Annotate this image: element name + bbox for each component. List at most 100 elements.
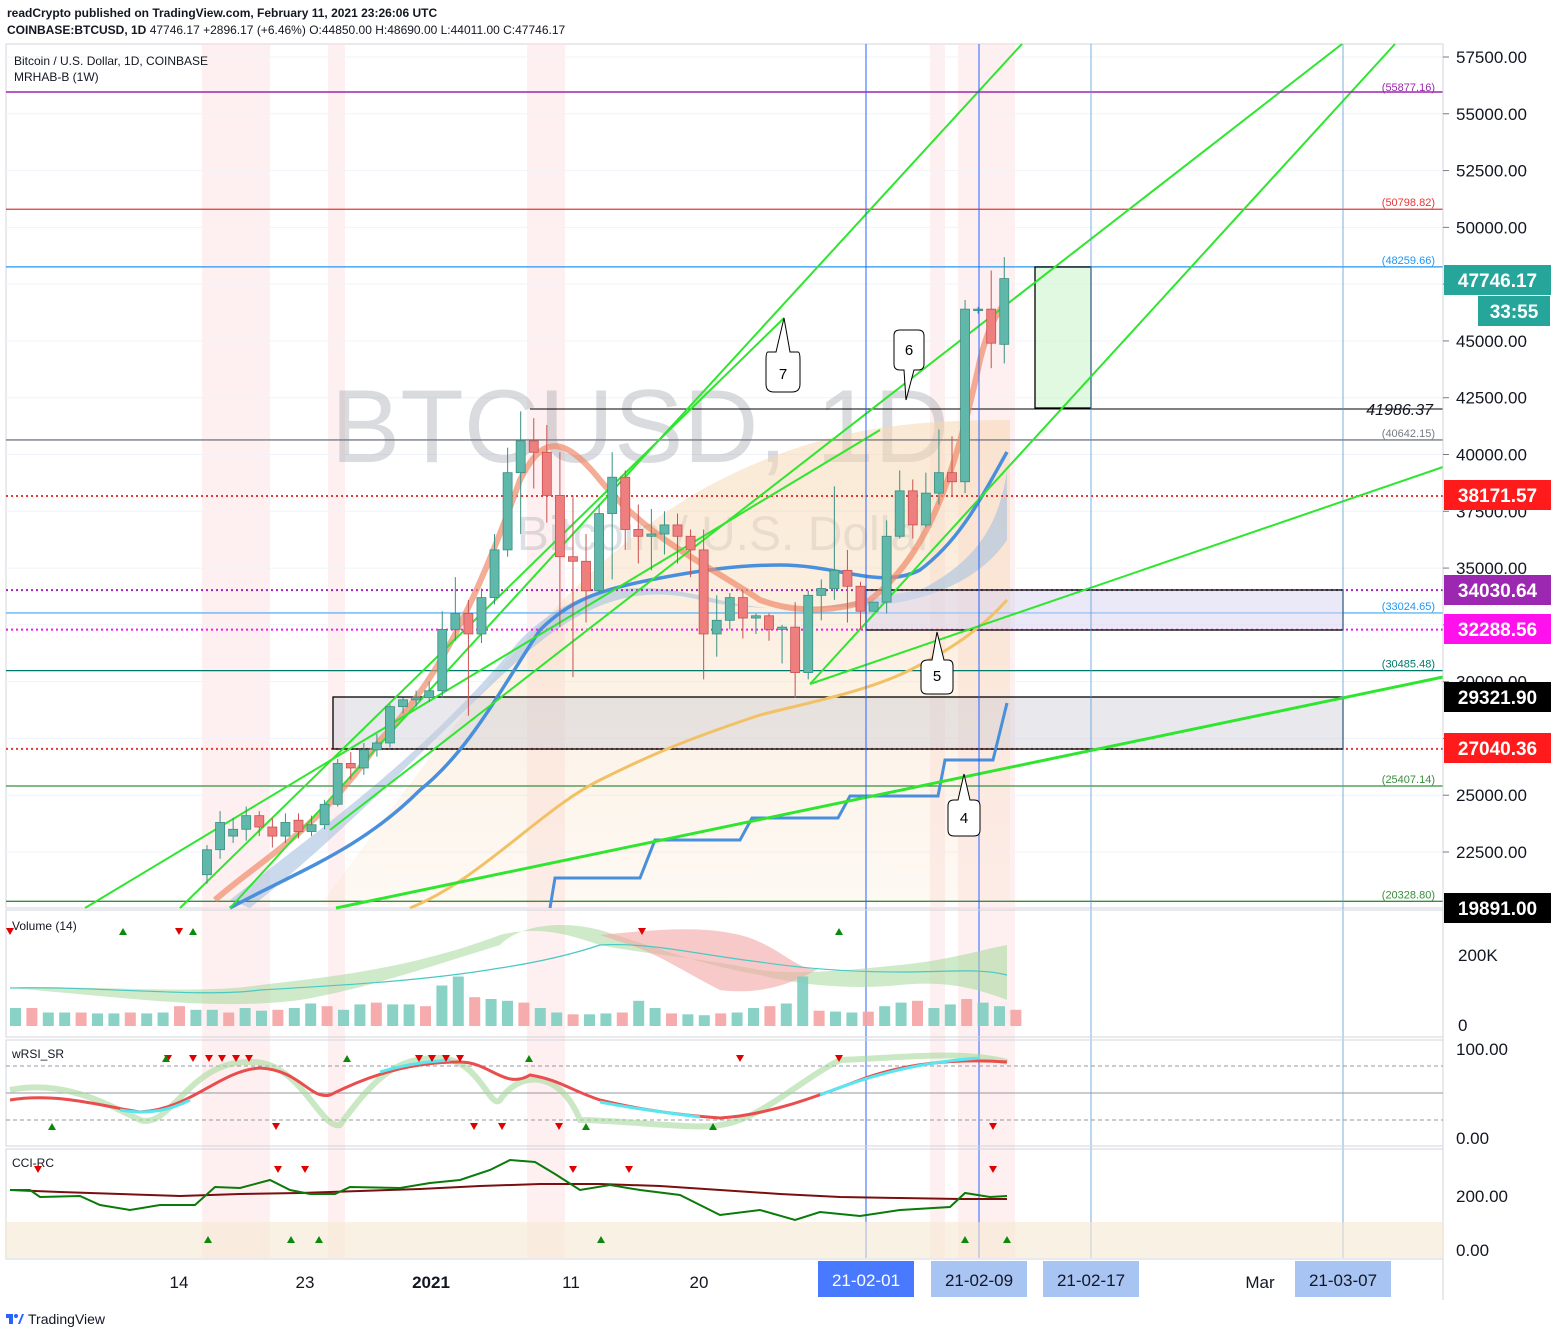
candle-body-32 <box>620 476 631 530</box>
callout-5-text: 5 <box>933 668 941 685</box>
candle-body-20 <box>463 613 474 635</box>
candle-body-38 <box>698 549 709 635</box>
price-badge-bg-3 <box>1444 575 1551 605</box>
candle-body-0 <box>202 849 212 876</box>
volume-bar-53 <box>879 1006 891 1026</box>
volume-bar-51 <box>846 1012 858 1026</box>
wrsi-down-arrow-10 <box>835 1055 843 1062</box>
callout-6-text: 6 <box>905 342 913 359</box>
callout-6: 6 <box>893 329 925 401</box>
callout-5: 5 <box>920 631 954 695</box>
volume-bar-49 <box>813 1010 825 1026</box>
level-label-7: (20328.80) <box>1382 889 1435 901</box>
candle-body-14 <box>385 706 395 744</box>
wrsi-tick-0: 0.00 <box>1456 1129 1489 1148</box>
volume-bar-35 <box>584 1014 595 1026</box>
wrsi-down-arrow-15 <box>555 1123 563 1130</box>
wrsi-signal-arrows <box>6 928 997 1130</box>
price-tick-label-1: 55000.00 <box>1456 105 1527 124</box>
wrsi-pane-title: wRSI_SR <box>11 1047 64 1061</box>
volume-bar-58 <box>961 999 973 1026</box>
candle-body-9 <box>319 803 330 826</box>
volume-bar-1 <box>26 1008 38 1026</box>
price-badge-bg-1 <box>1478 296 1550 326</box>
volume-bar-47 <box>780 1003 792 1026</box>
volume-tick-0: 0 <box>1458 1016 1467 1035</box>
wrsi-up-arrow-4 <box>582 1123 590 1130</box>
footer-brand[interactable]: TradingView <box>6 1311 105 1327</box>
wrsi-down-arrow-4 <box>232 1055 240 1062</box>
wrsi-down-arrow-16 <box>989 1123 997 1130</box>
candle-body-21 <box>476 597 487 635</box>
volume-bar-33 <box>551 1012 563 1026</box>
candle-body-41 <box>737 597 748 619</box>
volume-bars <box>10 976 1022 1026</box>
cci-tick-200: 200.00 <box>1456 1187 1508 1206</box>
time-badge-text-2: 21-02-17 <box>1057 1271 1125 1290</box>
volume-bar-18 <box>305 1003 317 1026</box>
wrsi-main-line <box>9 1059 1008 1120</box>
legend-indicator: MRHAB-B (1W) <box>14 70 99 84</box>
volume-bar-14 <box>239 1008 251 1026</box>
time-tick-label-5: Mar <box>1245 1273 1275 1292</box>
candle-body-37 <box>685 535 696 551</box>
candle-body-46 <box>803 594 814 673</box>
volume-signal-arrow-0 <box>6 928 14 935</box>
time-axis-ticks[interactable]: 14 23 2021 11 20 Mar <box>170 1273 1275 1292</box>
volume-bar-36 <box>600 1013 612 1026</box>
time-badge-text-1: 21-02-09 <box>945 1271 1013 1290</box>
volume-bar-59 <box>977 1002 989 1026</box>
candle-body-10 <box>332 763 343 805</box>
wrsi-down-arrow-7 <box>428 1055 436 1062</box>
wrsi-tick-100: 100.00 <box>1456 1040 1508 1059</box>
volume-bar-48 <box>797 976 809 1026</box>
price-badge-text-3: 34030.64 <box>1458 581 1538 602</box>
candle-body-31 <box>607 476 618 514</box>
volume-bar-27 <box>452 976 464 1026</box>
volume-bar-60 <box>994 1006 1005 1026</box>
level-label-0: (55877.16) <box>1382 82 1435 94</box>
price-badge-bg-2 <box>1444 480 1551 510</box>
ohlc-values: O:44850.00 H:48690.00 L:44011.00 C:47746… <box>309 23 566 37</box>
time-tick-label-1: 23 <box>296 1273 315 1292</box>
price-tick-label-7: 40000.00 <box>1456 446 1527 465</box>
candle-body-29 <box>581 560 591 592</box>
time-badge-bg-0 <box>818 1261 914 1297</box>
cci-up-arrow-4 <box>961 1236 969 1243</box>
shade-band-1 <box>328 44 345 1258</box>
level-label-1: (50798.82) <box>1382 197 1435 209</box>
price-badge-bg-0 <box>1444 265 1551 295</box>
level-41986-label: 41986.37 <box>1366 402 1434 419</box>
candle-body-11 <box>345 763 356 769</box>
cci-signal-arrows <box>34 1166 1011 1243</box>
blue-ma-line <box>229 451 1009 910</box>
candle-body-45 <box>790 626 801 673</box>
price-tick-label-6: 42500.00 <box>1456 389 1527 408</box>
volume-bar-21 <box>354 1004 366 1026</box>
volume-signal-arrow-3 <box>189 928 197 935</box>
callout-4: 4 <box>947 773 981 837</box>
candle-body-19 <box>450 613 461 630</box>
price-badge-text-4: 32288.56 <box>1458 620 1537 641</box>
volume-bar-6 <box>108 1013 120 1026</box>
price-badge-text-7: 19891.00 <box>1458 899 1537 920</box>
level-labels: (55877.16) (50798.82) (48259.66) (40642.15)… <box>1382 82 1435 901</box>
cci-down-arrow-0 <box>34 1166 42 1173</box>
price-badge-text-5: 29321.90 <box>1458 688 1537 709</box>
candle-body-12 <box>358 749 369 769</box>
callout-4-text: 4 <box>960 810 968 827</box>
volume-bar-5 <box>92 1013 103 1026</box>
cci-down-arrow-1 <box>274 1166 282 1173</box>
volume-signal-arrow-2 <box>175 928 183 935</box>
wrsi-down-arrow-9 <box>456 1055 464 1062</box>
volume-bar-4 <box>75 1012 87 1026</box>
candle-body-53 <box>894 490 905 537</box>
volume-pane-title: Volume (14) <box>12 919 77 933</box>
level-label-6: (25407.14) <box>1382 774 1435 786</box>
volume-bar-39 <box>649 1008 661 1026</box>
volume-bar-44 <box>731 1012 743 1026</box>
volume-bar-30 <box>502 1000 513 1026</box>
price-badge-text-6: 27040.36 <box>1458 739 1537 760</box>
price-badge-bg-7 <box>1444 893 1551 923</box>
